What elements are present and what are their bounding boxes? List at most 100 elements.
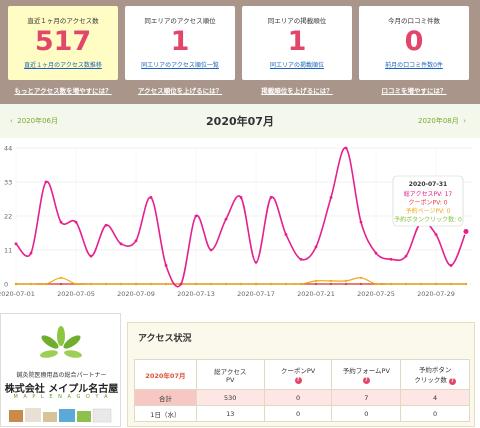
total-cell: 530 (195, 389, 265, 406)
x-tick-label: 2020-07-13 (177, 290, 215, 298)
help-icon[interactable]: ? (294, 377, 302, 384)
stat-value: 1 (170, 26, 190, 57)
data-point-form (224, 282, 228, 286)
stat-link[interactable]: 同エリアのアクセス順位一覧 (141, 62, 219, 69)
data-point-form (284, 282, 288, 286)
data-point-form (74, 282, 78, 286)
stat-link[interactable]: 前月の口コミ件数0件 (385, 62, 443, 69)
stat-value: 517 (34, 26, 92, 57)
x-tick-label: 2020-07-25 (357, 290, 395, 298)
data-point-access (344, 146, 348, 150)
data-point-access (194, 214, 198, 218)
stat-card-area-listing-rank: 同エリアの掲載順位 1 同エリアの掲載順位 (242, 6, 352, 80)
ad-company-name: 株式会社 メイプル名古屋 (4, 384, 119, 395)
y-tick-label: 0 (4, 281, 8, 289)
tip-link-listing-rank[interactable]: 掲載順位を上げるには？ (261, 87, 333, 95)
column-header-button-clicks: 予約ボタン クリック数 ? (400, 359, 470, 390)
x-tick-label: 2020-07-05 (57, 290, 95, 298)
prev-month-link[interactable]: ‹ 2020年06月 (10, 117, 58, 125)
tooltip-line: クーポンPV: 0 (409, 199, 448, 207)
data-point-form (374, 282, 378, 286)
access-status-heading: アクセス状況 (138, 334, 192, 344)
x-tick-label: 2020-07-17 (237, 290, 275, 298)
data-point-coupon (329, 282, 333, 286)
stat-value: 0 (404, 26, 424, 57)
tooltip-line: 予約ページPV: 0 (406, 207, 451, 215)
tip-link-reviews[interactable]: 口コミを増やすには？ (381, 87, 447, 95)
data-point-access (59, 220, 63, 224)
stat-link[interactable]: 直近１ヶ月のアクセス数推移 (24, 62, 102, 69)
tooltip-date: 2020-07-31 (409, 181, 447, 188)
current-month-title: 2020年07月 (206, 115, 274, 128)
table-cell: 0 (263, 405, 333, 422)
data-point-form (389, 282, 393, 286)
data-point-access (314, 245, 318, 249)
data-point-access (89, 254, 93, 258)
data-point-access (254, 260, 258, 264)
help-icon[interactable]: ? (362, 377, 370, 384)
product-boxes-icon (9, 408, 112, 423)
data-point-form (329, 279, 333, 283)
y-tick-label: 22 (4, 213, 12, 221)
data-point-form (119, 282, 123, 286)
data-point-access (134, 239, 138, 243)
data-point-form (434, 282, 438, 286)
y-tick-label: 44 (4, 145, 12, 153)
data-point-access (179, 282, 183, 286)
column-header-total-pv: 総アクセス PV (195, 359, 265, 390)
data-point-form (269, 282, 273, 286)
data-point-access (224, 217, 228, 221)
table-cell: 0 (331, 405, 402, 422)
access-status-panel: アクセス状況 2020年07月 総アクセス PV クーポンPV ? 予約フォーム… (127, 322, 475, 427)
table-cell: 0 (400, 405, 470, 422)
tooltip-box (392, 175, 464, 227)
x-tick-label: 2020-07-29 (417, 290, 455, 298)
data-point-coupon (359, 282, 363, 286)
data-point-access (29, 251, 33, 255)
help-icon[interactable]: ? (448, 378, 456, 385)
data-point-access (389, 257, 393, 261)
stat-title: 直近１ヶ月のアクセス数 (27, 17, 99, 25)
column-header-label: 予約ボタン クリック数 (414, 366, 452, 384)
data-point-form (344, 279, 348, 283)
x-tick-label: 2020-07-21 (297, 290, 335, 298)
stat-title: 同エリアのアクセス順位 (144, 17, 216, 25)
stat-title: 今月の口コミ件数 (388, 17, 440, 25)
data-point-access (209, 248, 213, 252)
total-cell: 7 (331, 389, 402, 406)
y-tick-label: 33 (4, 179, 12, 187)
data-point-access (14, 242, 18, 246)
prev-month-label: 2020年06月 (17, 117, 58, 125)
data-point-access (284, 233, 288, 236)
data-point-form (299, 282, 303, 286)
data-point-access (119, 242, 123, 246)
data-point-form (164, 282, 168, 286)
x-tick-label: 2020-07-09 (117, 290, 155, 298)
stat-card-monthly-reviews: 今月の口コミ件数 0 前月の口コミ件数0件 (359, 6, 469, 80)
next-month-link[interactable]: 2020年08月 › (418, 117, 466, 125)
tooltip-line: 予約ボタンクリック数: 0 (394, 216, 462, 224)
stat-link[interactable]: 同エリアの掲載順位 (269, 62, 324, 69)
tip-link-increase-access[interactable]: もっとアクセス数を増やすには？ (14, 87, 112, 95)
data-point-access (329, 196, 333, 199)
data-point-access (44, 180, 48, 184)
data-point-form (104, 282, 108, 286)
tip-link-access-rank[interactable]: アクセス順位を上げるには？ (137, 87, 223, 95)
total-cell: 4 (400, 389, 470, 406)
next-month-label: 2020年08月 (418, 117, 459, 125)
tooltip-line: 総アクセスPV: 17 (404, 190, 453, 198)
leaf-logo-icon (40, 326, 82, 358)
advertisement-banner[interactable]: 鍼灸院医療用品の総合パートナー 株式会社 メイプル名古屋 M A P L E N… (0, 313, 121, 427)
data-point-form (419, 282, 423, 286)
data-point-access (449, 264, 453, 267)
data-point-form (209, 282, 213, 286)
data-point-form (359, 276, 363, 279)
data-point-access (74, 220, 78, 224)
column-header-coupon-pv: クーポンPV ? (263, 359, 333, 390)
total-label: 合計 (134, 389, 197, 406)
stat-card-area-access-rank: 同エリアのアクセス順位 1 同エリアのアクセス順位一覧 (125, 6, 235, 80)
data-point-access (299, 257, 303, 261)
data-point-form (149, 282, 153, 286)
stats-band: 直近１ヶ月のアクセス数 517 直近１ヶ月のアクセス数推移 同エリアのアクセス順… (0, 0, 480, 104)
